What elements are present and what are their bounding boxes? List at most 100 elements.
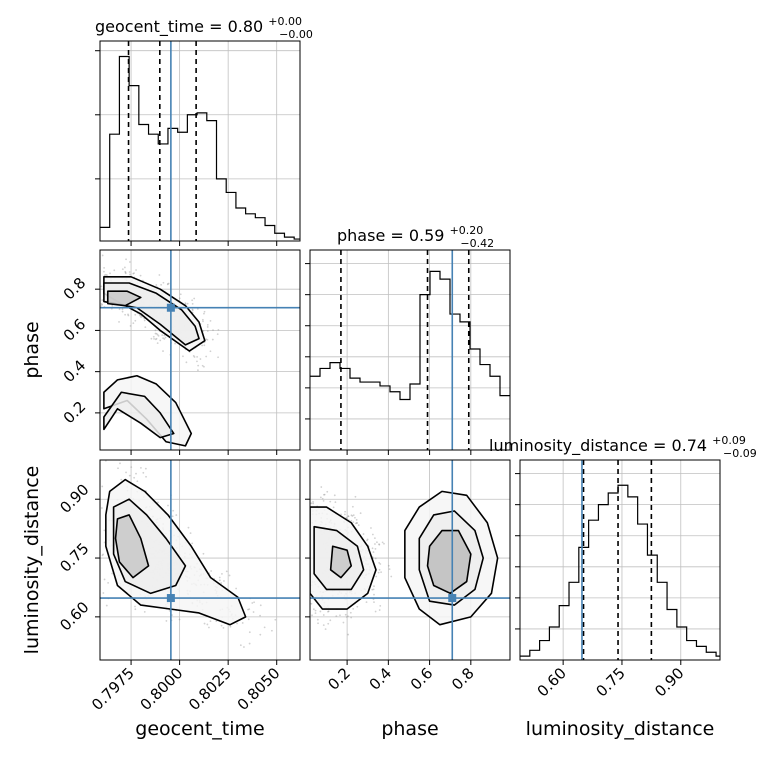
sample-point [182, 355, 184, 358]
sample-point [95, 503, 97, 505]
sample-point [154, 338, 157, 341]
title-main: luminosity_distance = 0.74 [489, 436, 707, 456]
sample-point [166, 283, 169, 286]
sample-point [310, 502, 313, 505]
sample-point [197, 369, 199, 372]
sample-point [300, 483, 302, 485]
hist-frame-phase [309, 249, 511, 451]
sample-point [98, 480, 100, 482]
sample-point [306, 588, 308, 590]
sample-point [124, 272, 127, 275]
hist-step-geocent_time [100, 55, 300, 240]
sample-point [378, 561, 381, 564]
sample-point [322, 499, 325, 502]
sample-point [111, 455, 113, 457]
x-tick-geocent_time-3-label: 0.8050 [234, 664, 284, 714]
sample-point [101, 299, 104, 301]
sample-point [306, 588, 308, 590]
sample-point [105, 604, 108, 607]
sample-point [101, 254, 104, 257]
sample-point [221, 572, 223, 575]
sample-point [321, 497, 324, 500]
sample-point [121, 308, 124, 311]
sample-point [343, 513, 346, 516]
sample-point [251, 602, 254, 604]
title-main: geocent_time = 0.80 [95, 17, 263, 37]
sample-point [209, 350, 212, 353]
sample-point [252, 611, 255, 613]
sample-point [187, 526, 190, 529]
sample-point [345, 616, 348, 618]
x-tick-geocent_time-0-label: 0.7975 [88, 664, 138, 714]
panel-title-geocent-time: geocent_time = 0.80 +0.00 −0.00 [95, 10, 313, 41]
sample-point [205, 355, 208, 358]
title-sup: +0.20 [450, 224, 484, 237]
hist-step-luminosity_distance [520, 484, 720, 657]
sample-point [374, 557, 377, 560]
sample-point [342, 621, 345, 624]
sample-point [319, 610, 322, 613]
sample-point [191, 299, 194, 302]
sample-point [352, 608, 355, 610]
sample-point [347, 615, 349, 618]
sample-point [312, 608, 315, 611]
sample-point [128, 271, 131, 273]
sample-point [143, 610, 146, 613]
sample-point [374, 543, 376, 545]
sample-point [349, 611, 352, 614]
x-axis-label-luminosity-distance: luminosity_distance [526, 718, 715, 740]
sample-point [371, 547, 374, 550]
sample-point [206, 623, 209, 626]
sample-point [380, 571, 382, 574]
sample-point [93, 266, 95, 268]
sample-point [125, 471, 127, 474]
sample-point [158, 274, 161, 276]
x-tick-phase-0-label: 0.2 [324, 664, 354, 694]
sample-point [206, 330, 209, 332]
sample-point [327, 610, 330, 613]
sample-point [201, 344, 204, 347]
sample-point [344, 510, 347, 513]
sample-point [100, 507, 103, 509]
y-tick-phase-0-label: 0.2 [60, 398, 90, 428]
sample-point [117, 453, 119, 455]
sample-point [143, 319, 146, 322]
sample-point [164, 336, 167, 339]
x-tick-luminosity_distance-1-label: 0.75 [592, 664, 628, 700]
sample-point [101, 485, 104, 488]
sample-point [327, 610, 329, 613]
sample-point [193, 356, 196, 358]
sample-point [111, 304, 114, 307]
sample-point [340, 513, 342, 516]
sample-point [196, 360, 198, 363]
sample-point [305, 506, 307, 508]
sample-point [235, 587, 238, 590]
sample-point [139, 274, 142, 277]
sample-point [307, 599, 309, 601]
sample-point [134, 608, 137, 611]
sample-point [365, 601, 368, 603]
panel-frame-phase-vs-luminosity_distance [309, 459, 511, 661]
sample-point [201, 364, 204, 367]
sample-point [145, 475, 147, 478]
panel-frame-geocent_time-vs-luminosity_distance [99, 459, 301, 661]
sample-point [302, 515, 304, 517]
sample-point [202, 320, 204, 323]
sample-point [354, 522, 357, 525]
sample-point [305, 589, 307, 591]
sample-point [95, 586, 97, 588]
sample-point [121, 310, 124, 313]
sample-point [366, 539, 368, 542]
sample-point [93, 509, 95, 511]
sample-point [103, 266, 105, 269]
sample-point [160, 283, 163, 286]
panel-geocent_time-vs-phase [93, 250, 300, 450]
sample-point [211, 338, 214, 341]
sample-point [142, 471, 145, 474]
sample-point [155, 337, 158, 340]
contour-4 [103, 391, 175, 439]
sample-point [223, 580, 225, 582]
sample-point [355, 518, 358, 521]
sample-point [113, 269, 116, 272]
